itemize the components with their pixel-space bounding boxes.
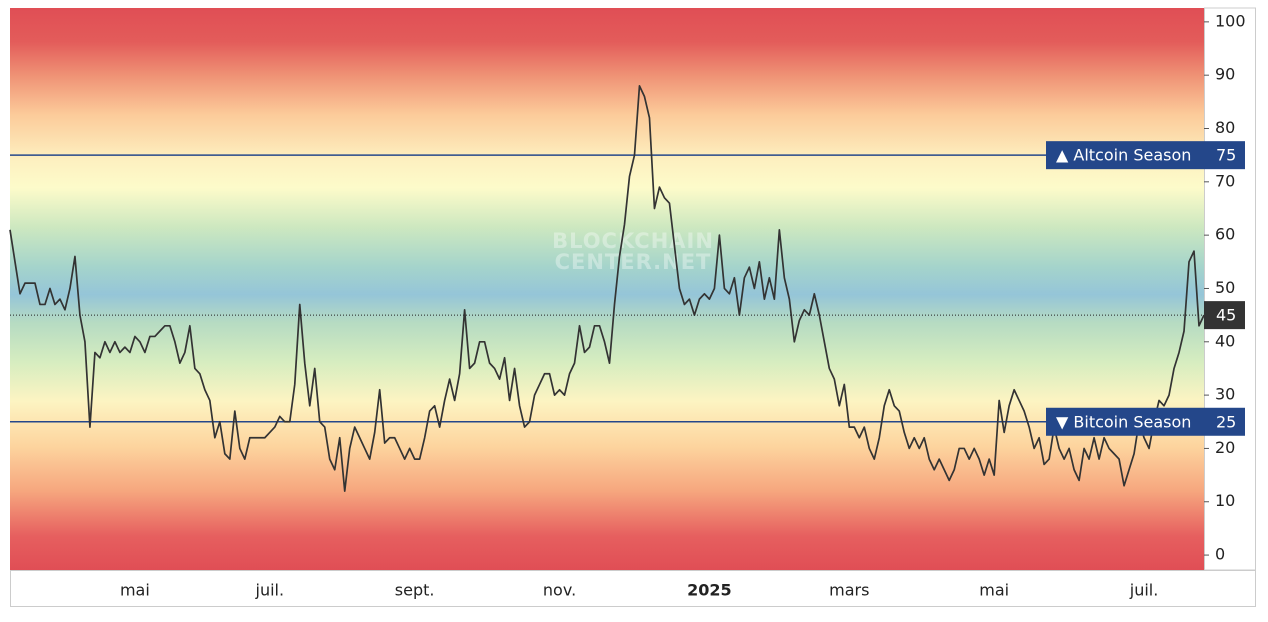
x-tick-label: nov. [543,581,576,600]
reference-label: ▼ Bitcoin Season [1056,412,1191,431]
x-tick-label: 2025 [687,581,732,600]
x-tick-label: mai [120,581,150,600]
y-axis-area [1204,7,1256,571]
y-tick-label: 100 [1215,11,1246,30]
reference-label: ▲ Altcoin Season [1056,146,1191,165]
x-tick-label: mai [979,581,1009,600]
y-tick-label: 20 [1215,438,1235,457]
x-tick-label: juil. [255,581,285,600]
y-tick-label: 40 [1215,331,1235,350]
y-tick-label: 70 [1215,171,1235,190]
y-tick-label: 0 [1215,545,1225,564]
last-value-box [1204,301,1245,330]
plot-background [10,8,1204,570]
x-tick-label: juil. [1129,581,1159,600]
x-axis-area [10,570,1256,607]
y-tick-label: 50 [1215,278,1235,297]
x-tick-label: mars [829,581,869,600]
y-tick-label: 60 [1215,225,1235,244]
reference-value: 75 [1216,146,1236,165]
data-line [9,85,1205,492]
watermark-line: BLOCKCHAIN [552,229,714,253]
y-tick-label: 30 [1215,385,1235,404]
last-value-label: 45 [1216,306,1236,325]
reference-box [1046,141,1245,170]
y-tick-label: 80 [1215,118,1235,137]
y-tick-label: 10 [1215,491,1235,510]
y-tick-label: 90 [1215,65,1235,84]
x-tick-label: sept. [395,581,435,600]
reference-value: 25 [1216,412,1236,431]
reference-box [1046,407,1245,436]
watermark-line: CENTER.NET [555,250,712,274]
watermark: BLOCKCHAIN CENTER.NET [552,229,714,274]
